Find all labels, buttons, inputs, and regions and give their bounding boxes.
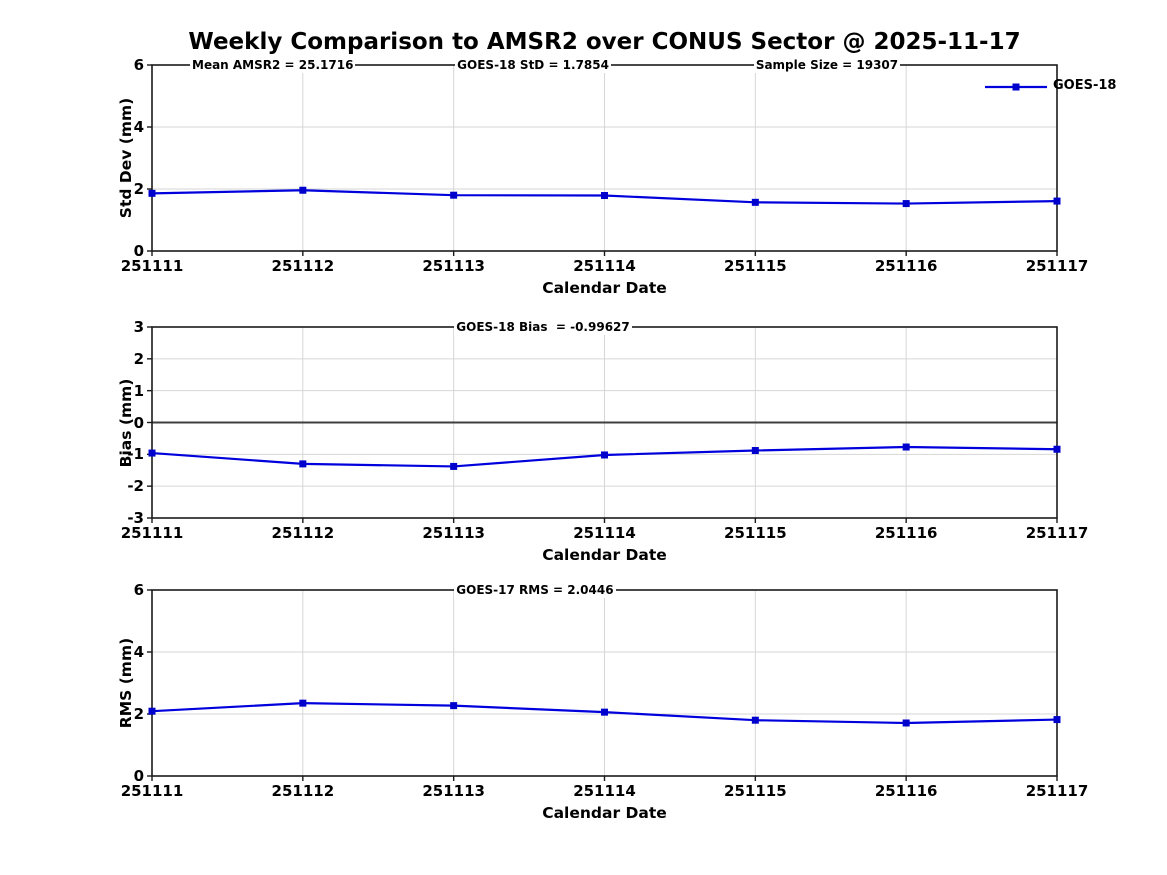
x-axis-label: Calendar Date [542,279,667,297]
data-point-marker [148,189,156,197]
legend-marker [1012,83,1020,91]
x-tick-label: 251117 [1025,257,1089,275]
y-tick-label: 4 [133,118,144,136]
y-axis-label: RMS (mm) [117,637,135,729]
y-axis-label: Bias (mm) [117,378,135,467]
x-axis-label: Calendar Date [542,546,667,564]
x-tick-label: 251111 [120,782,184,800]
annotation: GOES-17 RMS = 2.0446 [454,582,616,598]
data-point-marker [450,462,458,470]
data-point-marker [902,200,910,208]
data-point-marker [1053,445,1061,453]
annotation: GOES-18 Bias = -0.99627 [454,319,632,335]
data-point-marker [751,716,759,724]
data-point-marker [148,449,156,457]
data-point-marker [601,708,608,716]
x-tick-label: 251112 [271,524,335,542]
data-point-marker [1053,716,1061,724]
y-tick-label: 2 [133,705,144,723]
x-tick-label: 251111 [120,524,184,542]
x-tick-label: 251113 [422,782,485,800]
y-tick-label: 0 [133,413,144,432]
x-tick-label: 251114 [573,782,636,800]
y-tick-label: 0 [133,767,144,785]
x-tick-label: 251114 [573,524,636,542]
x-tick-label: 251115 [724,782,787,800]
data-point-marker [902,719,910,727]
y-tick-label: 6 [133,56,144,74]
data-point-marker [601,192,608,200]
annotation: Sample Size = 19307 [753,57,901,73]
figure-title: Weekly Comparison to AMSR2 over CONUS Se… [188,29,1021,55]
x-tick-label: 251113 [422,524,485,542]
data-point-marker [1053,197,1061,205]
y-tick-label: 1 [133,381,144,400]
data-point-marker [450,702,458,710]
legend-label: GOES-18 [1053,78,1117,93]
x-tick-label: 251117 [1025,524,1089,542]
data-point-marker [299,699,307,707]
y-tick-label: 3 [133,318,144,336]
x-tick-label: 251115 [724,257,787,275]
x-tick-label: 251115 [724,524,787,542]
x-tick-label: 251116 [874,782,938,800]
x-axis-label: Calendar Date [542,804,667,822]
y-tick-label: 2 [133,349,144,368]
data-point-marker [299,460,307,468]
y-tick-label: -1 [127,445,144,464]
data-point-marker [299,186,307,194]
annotation: GOES-18 StD = 1.7854 [455,57,611,73]
data-point-marker [601,451,608,459]
y-tick-label: 0 [133,242,144,260]
x-tick-label: 251114 [573,257,636,275]
y-axis-label: Std Dev (mm) [117,97,135,219]
data-point-marker [450,191,458,199]
y-tick-label: 2 [133,180,144,198]
data-point-marker [148,707,156,715]
y-tick-label: -2 [127,477,144,496]
x-tick-label: 251113 [422,257,485,275]
data-point-marker [751,198,759,206]
x-tick-label: 251111 [120,257,184,275]
y-tick-label: 4 [133,643,144,661]
y-tick-label: 6 [133,581,144,599]
annotation: Mean AMSR2 = 25.1716 [190,57,356,73]
x-tick-label: 251116 [874,257,938,275]
y-tick-label: -3 [127,509,144,527]
x-tick-label: 251112 [271,257,335,275]
data-point-marker [902,443,910,451]
data-point-marker [751,447,759,455]
x-tick-label: 251116 [874,524,938,542]
x-tick-label: 251112 [271,782,335,800]
x-tick-label: 251117 [1025,782,1089,800]
